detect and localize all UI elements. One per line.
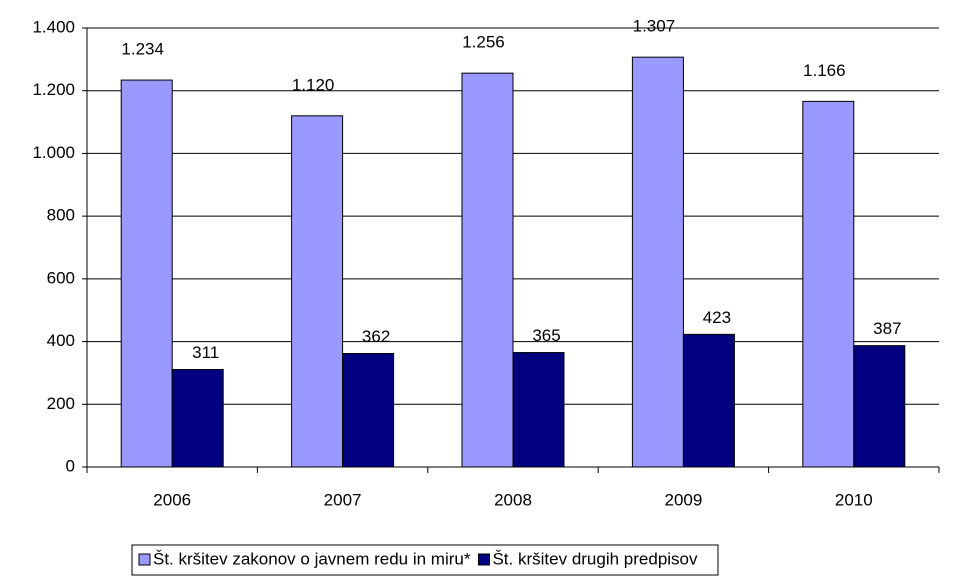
bar	[512, 352, 565, 468]
y-tick-label: 600	[47, 268, 75, 287]
legend-swatch	[138, 553, 151, 566]
bar	[342, 352, 395, 468]
data-label: 362	[362, 327, 390, 346]
bar	[291, 115, 344, 468]
data-label: 423	[703, 308, 731, 327]
legend-box	[131, 544, 719, 576]
bar	[461, 72, 514, 468]
legend-label: Št. kršitev zakonov o javnem redu in mir…	[153, 549, 471, 568]
bar	[171, 368, 224, 468]
data-label: 1.166	[803, 61, 846, 80]
y-tick-label: 800	[47, 206, 75, 225]
y-tick-label: 200	[47, 394, 75, 413]
y-tick-label: 400	[47, 331, 75, 350]
legend-swatch	[477, 553, 490, 566]
data-label: 1.120	[292, 75, 335, 94]
y-tick-label: 1.400	[32, 17, 75, 36]
x-tick-label: 2009	[664, 490, 702, 509]
x-tick-label: 2007	[324, 490, 362, 509]
bar	[853, 345, 906, 468]
bar	[631, 56, 684, 468]
data-label: 1.234	[121, 40, 164, 59]
bar	[802, 100, 855, 468]
x-tick-label: 2006	[153, 490, 191, 509]
data-label: 365	[532, 326, 560, 345]
legend-label: Št. kršitev drugih predpisov	[492, 549, 698, 568]
bar	[682, 333, 735, 468]
y-tick-label: 0	[66, 456, 75, 475]
y-tick-label: 1.200	[32, 80, 75, 99]
x-tick-label: 2010	[835, 490, 873, 509]
y-tick-label: 1.000	[32, 143, 75, 162]
x-tick-label: 2008	[494, 490, 532, 509]
data-label: 311	[192, 343, 219, 362]
data-label: 387	[873, 319, 901, 338]
data-label: 1.307	[633, 17, 676, 36]
bar	[120, 79, 173, 468]
data-label: 1.256	[462, 33, 505, 52]
